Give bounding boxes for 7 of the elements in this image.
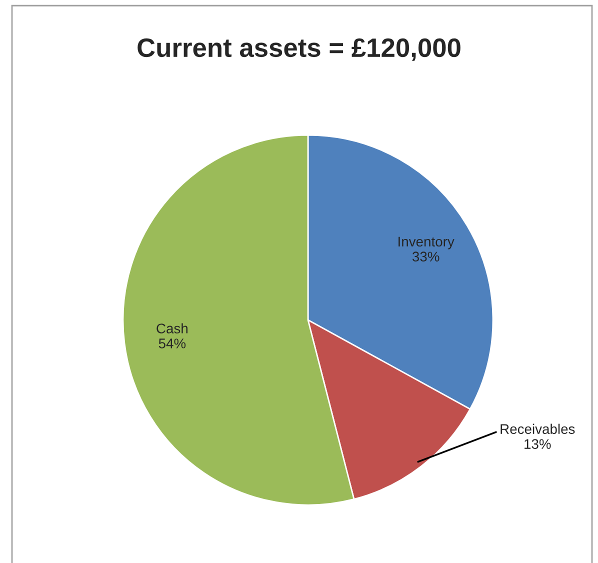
data-label: 54% <box>158 338 186 348</box>
data-label: 33% <box>412 252 440 262</box>
slice-label: Cash <box>156 323 188 334</box>
slice-label: Receivables <box>500 424 575 434</box>
data-label: 13% <box>524 439 551 449</box>
slice-label: Inventory <box>398 236 454 250</box>
chart-title: Current assets = £120,000 <box>138 38 460 61</box>
